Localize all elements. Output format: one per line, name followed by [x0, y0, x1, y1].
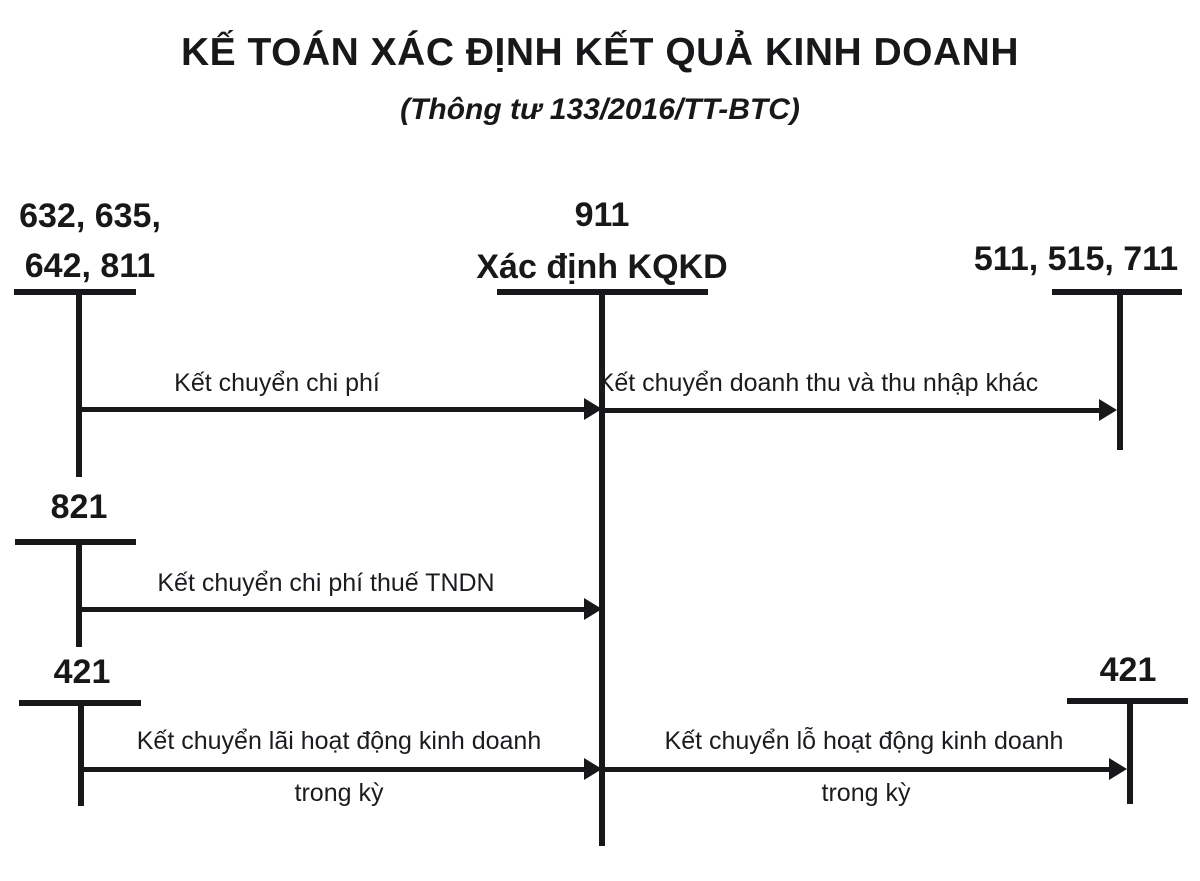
- arrowhead-right-icon: [1109, 758, 1127, 780]
- account-label-821: 821: [50, 488, 108, 526]
- flow-arrow-loss: [602, 767, 1111, 772]
- page-subtitle: (Thông tư 133/2016/TT-BTC): [400, 93, 800, 126]
- account-label-revenue-group: 511, 515, 711: [973, 240, 1179, 278]
- t-account-bar-expense-group: [14, 289, 136, 295]
- account-name-911: Xác định KQKD: [476, 248, 728, 286]
- arrowhead-right-icon: [584, 598, 602, 620]
- arrowhead-right-icon: [1099, 399, 1117, 421]
- flow-label-expenses: Kết chuyển chi phí: [174, 369, 380, 397]
- flow-label-loss-line1: Kết chuyển lỗ hoạt động kinh doanh: [664, 727, 1064, 755]
- account-label-expense-group: 632, 635, 642, 811: [19, 191, 161, 291]
- t-account-stem-821: [76, 539, 82, 647]
- t-account-stem-expense-group: [76, 289, 82, 477]
- flow-label-profit-line2: trong kỳ: [294, 779, 384, 807]
- account-label-expense-line1: 632, 635,: [19, 197, 161, 235]
- t-account-stem-911: [599, 289, 605, 846]
- flow-arrow-tax-expense: [76, 607, 586, 612]
- t-account-stem-421-right: [1127, 698, 1133, 804]
- flow-label-revenue: Kết chuyển doanh thu và thu nhập khác: [597, 369, 1039, 397]
- account-label-421-left: 421: [53, 653, 111, 691]
- flow-label-profit-line1: Kết chuyển lãi hoạt động kinh doanh: [136, 727, 542, 755]
- flow-label-loss-line2: trong kỳ: [821, 779, 911, 807]
- account-number-911: 911: [574, 196, 630, 234]
- t-account-bar-821: [15, 539, 136, 545]
- arrowhead-right-icon: [584, 758, 602, 780]
- arrowhead-right-icon: [584, 398, 602, 420]
- t-account-stem-421-left: [78, 700, 84, 806]
- flow-arrow-profit: [78, 767, 586, 772]
- flow-label-tax-expense: Kết chuyển chi phí thuế TNDN: [157, 569, 495, 597]
- flow-arrow-expenses: [76, 407, 586, 412]
- flow-arrow-revenue: [602, 408, 1102, 413]
- account-label-421-right: 421: [1099, 651, 1157, 689]
- t-account-stem-revenue-group: [1117, 289, 1123, 450]
- account-label-expense-line2: 642, 811: [24, 247, 156, 285]
- page-title: KẾ TOÁN XÁC ĐỊNH KẾT QUẢ KINH DOANH: [181, 31, 1019, 74]
